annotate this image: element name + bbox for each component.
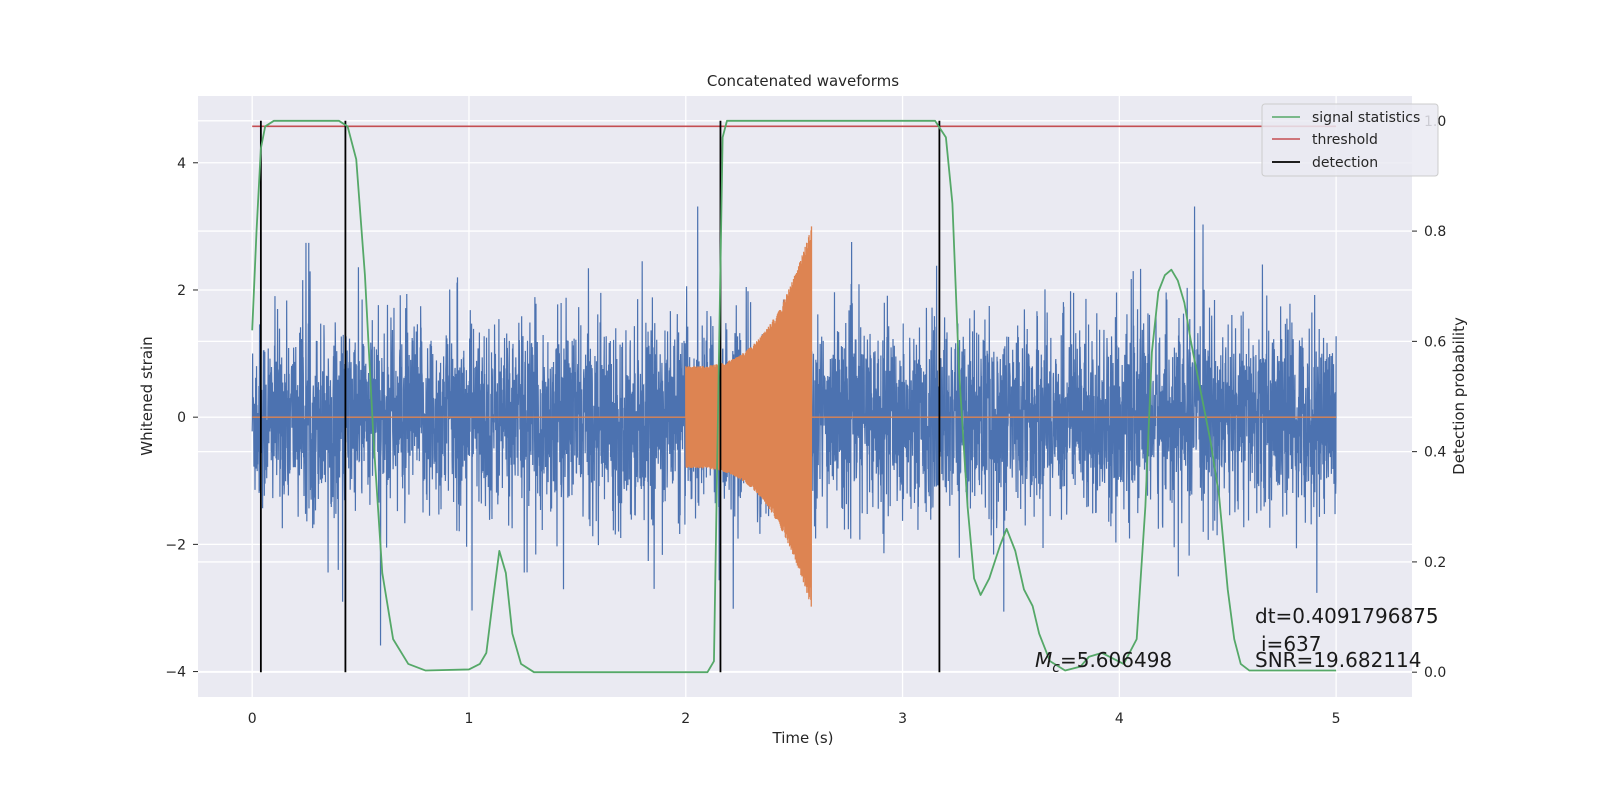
legend: signal statistics threshold detection [1261, 103, 1439, 177]
mc-symbol: M [1035, 648, 1052, 672]
y-tick-label-left: −4 [165, 665, 186, 681]
mc-value: =5.606498 [1060, 648, 1172, 672]
y-axis-label-right: Detection probability [1450, 317, 1468, 475]
legend-label-signal-statistics: signal statistics [1312, 110, 1420, 126]
chart-title: Concatenated waveforms [707, 72, 899, 90]
y-tick-label-right: 0.4 [1424, 445, 1446, 461]
i-annotation: i=637 [1261, 632, 1322, 656]
signal-statistics-line [251, 119, 1337, 674]
x-tick-label: 1 [465, 711, 474, 727]
annotations: Mc=5.606498 dt=0.4091796875 i=637 SNR=19… [1035, 604, 1439, 676]
y-tick-label-left: 0 [177, 410, 186, 426]
y-tick-label-left: −2 [165, 537, 186, 553]
mc-annotation: Mc=5.606498 [1035, 648, 1172, 676]
y-tick-label-left: 4 [177, 156, 186, 172]
dt-annotation: dt=0.4091796875 [1255, 604, 1439, 628]
legend-box [1261, 103, 1439, 177]
series-detection [259, 120, 941, 673]
legend-label-detection: detection [1312, 155, 1378, 171]
x-tick-label: 2 [681, 711, 690, 727]
x-tick-label: 5 [1332, 711, 1341, 727]
y-tick-label-right: 0.0 [1424, 665, 1446, 681]
mc-subscript: c [1052, 660, 1060, 676]
y-tick-label-right: 0.6 [1424, 334, 1446, 350]
x-tick-label: 4 [1115, 711, 1124, 727]
series-signal-statistics [251, 119, 1337, 674]
y-tick-label-right: 0.2 [1424, 555, 1446, 571]
y-axis-label-left: Whitened strain [138, 336, 156, 455]
snr-annotation: SNR=19.682114 [1255, 648, 1421, 672]
x-tick-label: 0 [248, 711, 257, 727]
legend-label-threshold: threshold [1312, 132, 1378, 148]
injected-chirp-line [252, 226, 1337, 607]
series-injected-chirp [252, 226, 1337, 607]
x-axis-label: Time (s) [772, 729, 834, 747]
x-tick-label: 3 [898, 711, 907, 727]
y-tick-label-left: 2 [177, 283, 186, 299]
y-tick-label-right: 0.8 [1424, 224, 1446, 240]
